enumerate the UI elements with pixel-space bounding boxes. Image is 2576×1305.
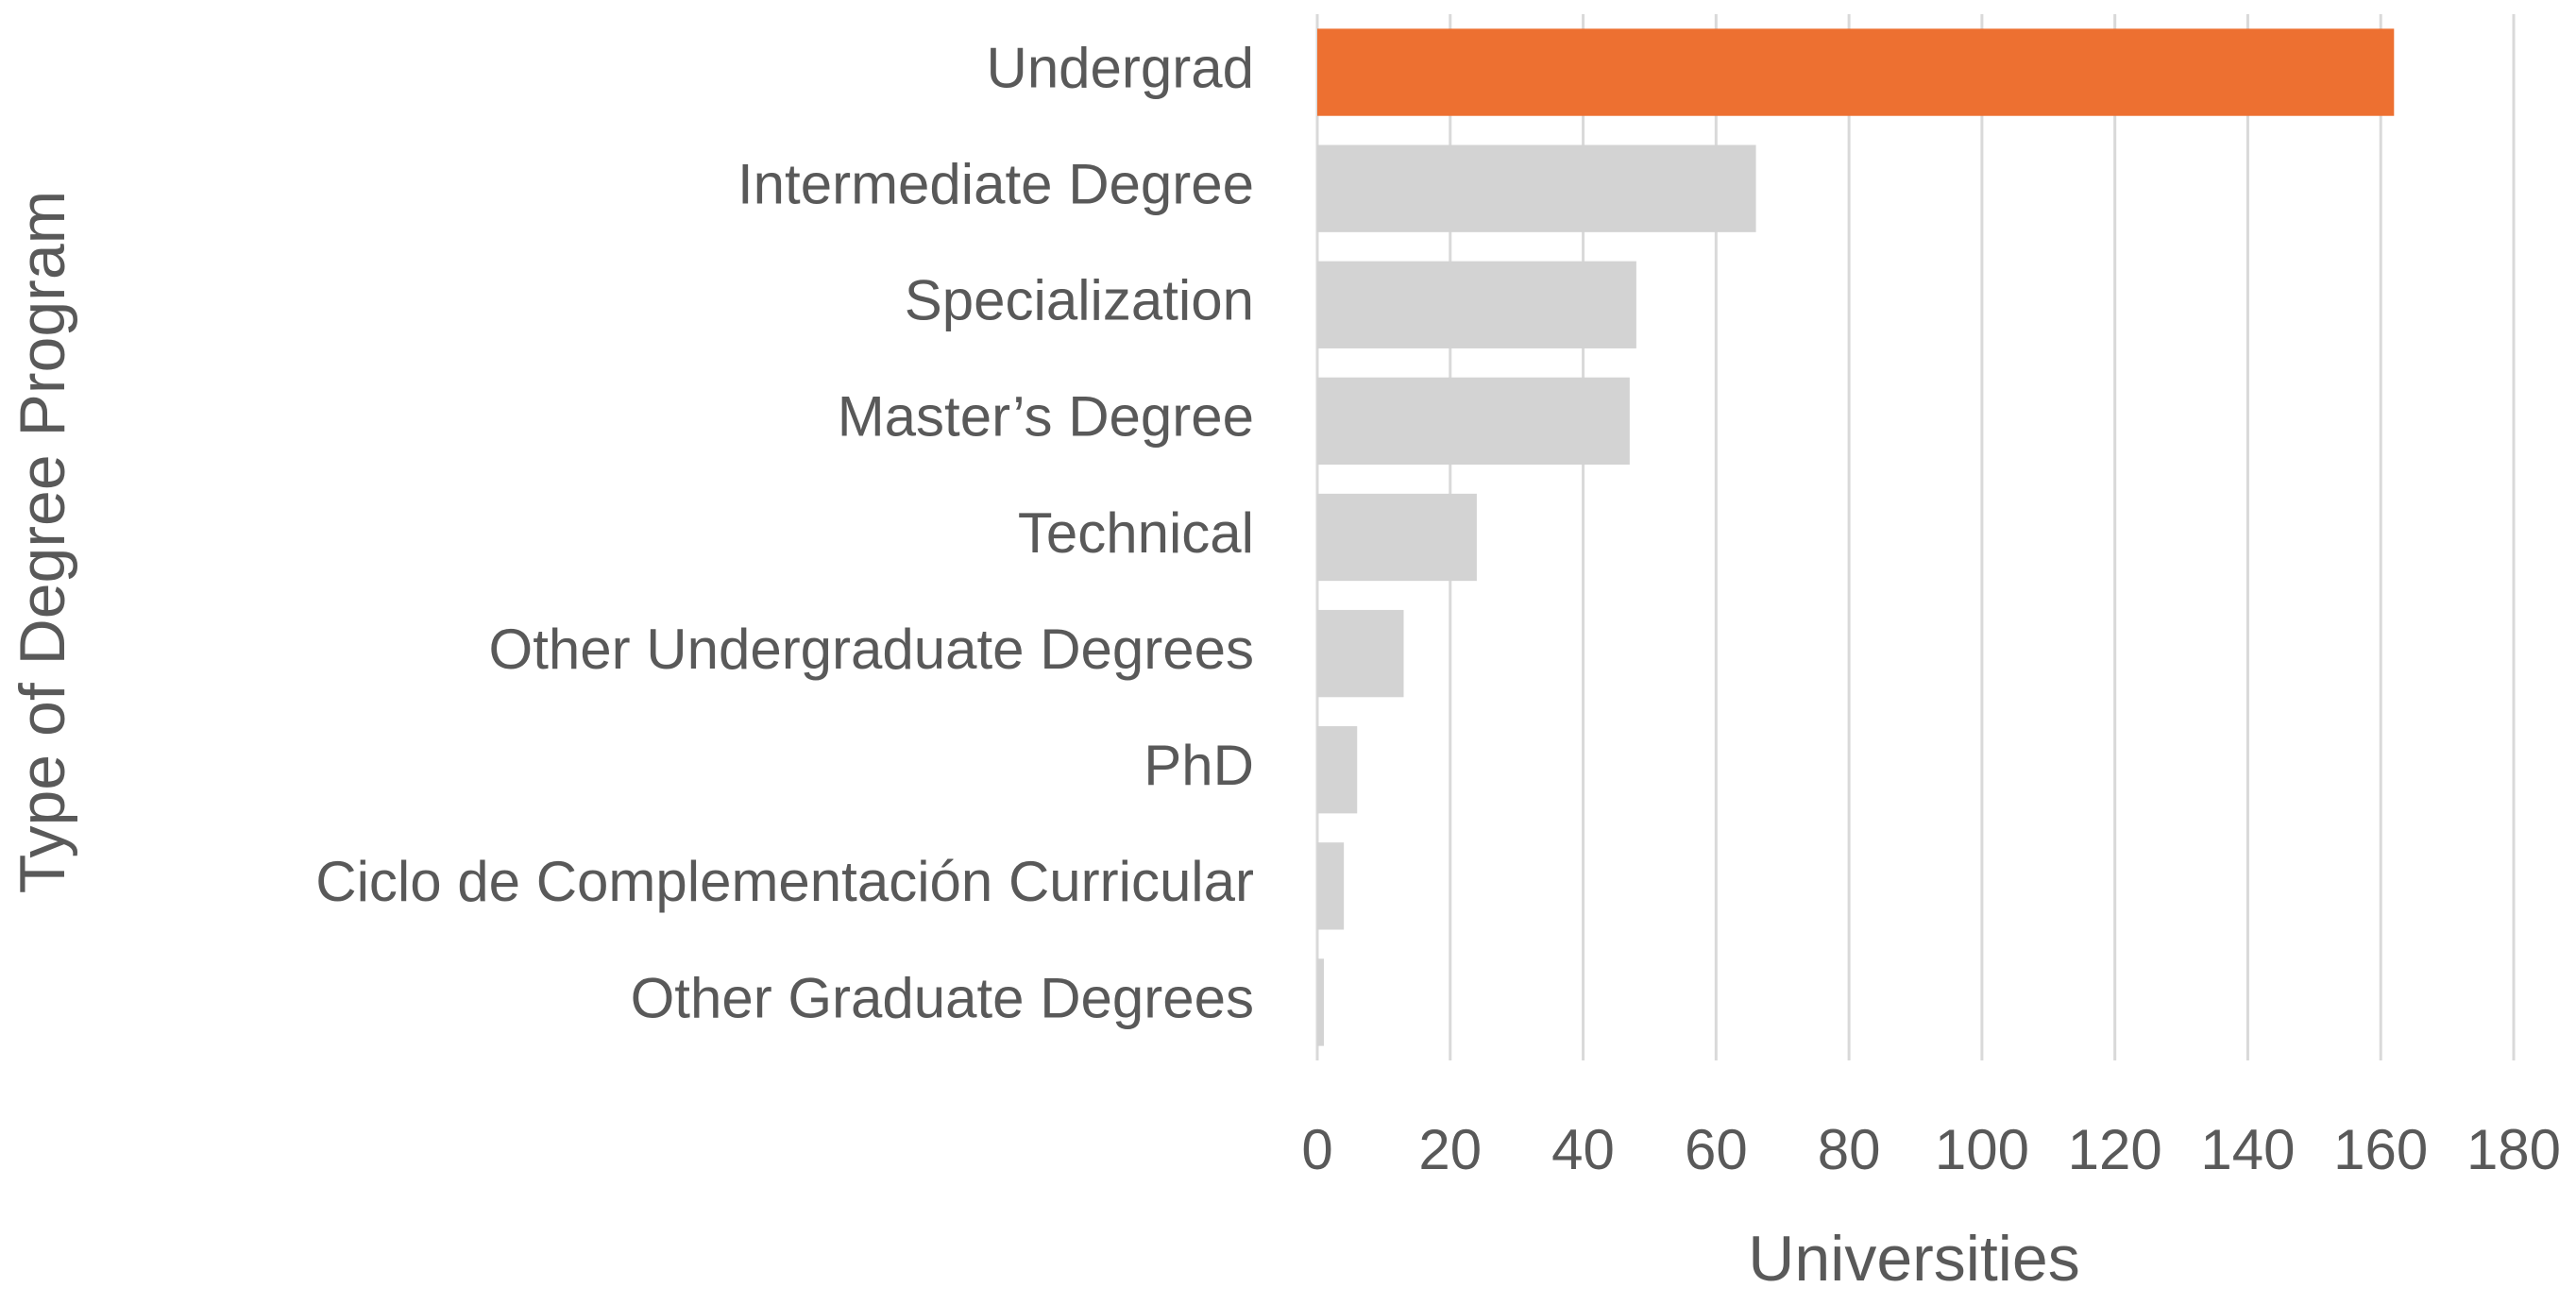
x-tick-label: 140 [2200, 1118, 2295, 1181]
y-tick-label: Specialization [905, 269, 1254, 332]
x-tick-label: 120 [2068, 1118, 2162, 1181]
y-tick-label: PhD [1144, 734, 1254, 797]
x-tick-label: 0 [1301, 1118, 1332, 1181]
x-tick-label: 80 [1818, 1118, 1881, 1181]
y-tick-label: Other Graduate Degrees [631, 966, 1254, 1029]
x-tick-label: 160 [2333, 1118, 2428, 1181]
bar [1317, 493, 1477, 582]
bar [1317, 261, 1636, 348]
y-tick-label: Technical [1018, 501, 1254, 565]
bar [1317, 842, 1345, 930]
bar [1317, 377, 1630, 466]
bar [1317, 609, 1404, 698]
bar [1317, 28, 2395, 116]
x-tick-label: 20 [1418, 1118, 1482, 1181]
bar [1317, 144, 1756, 232]
bar [1317, 726, 1358, 814]
y-axis-title: Type of Degree Program [7, 191, 78, 894]
x-tick-label: 40 [1551, 1118, 1615, 1181]
y-tick-label: Ciclo de Complementación Curricular [315, 850, 1254, 913]
y-tick-label: Intermediate Degree [737, 153, 1254, 216]
x-tick-label: 180 [2466, 1118, 2561, 1181]
x-axis-title: Universities [1748, 1223, 2079, 1295]
y-tick-label: Master’s Degree [838, 385, 1254, 449]
x-tick-label: 100 [1935, 1118, 2029, 1181]
y-tick-label: Undergrad [986, 36, 1254, 99]
y-tick-label: Other Undergraduate Degrees [489, 618, 1254, 681]
x-tick-label: 60 [1685, 1118, 1748, 1181]
bar [1317, 958, 1325, 1046]
